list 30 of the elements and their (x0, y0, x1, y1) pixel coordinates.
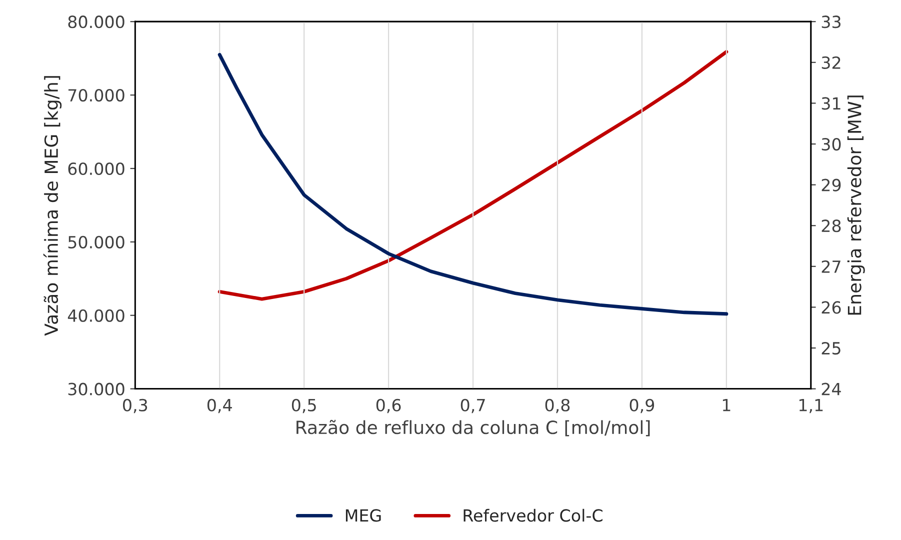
y2-tick-label: 25 (822, 342, 840, 355)
x-tick-label: 0,5 (292, 398, 316, 414)
x-tick-label: 0,9 (630, 398, 654, 414)
y2-tick-label: 29 (822, 178, 841, 192)
legend-label: MEG (346, 509, 381, 522)
y2-tick-label: 27 (822, 260, 840, 273)
y-axis-title: Vazão mínima de MEG [kg/h] (43, 76, 62, 336)
x-tick-label: 0,6 (376, 398, 401, 414)
x-tick-label: 1,1 (799, 399, 823, 414)
y-tick-label: 70.000 (68, 89, 124, 102)
y2-tick-label: 31 (822, 97, 840, 110)
legend-label: Refervedor Col-C (464, 508, 602, 522)
y-tick-label: 50.000 (68, 236, 124, 248)
x-tick-label: 0,7 (460, 398, 485, 414)
y2-tick-label: 24 (822, 382, 841, 396)
y-tick-label: 40.000 (68, 309, 124, 322)
y2-tick-label: 26 (822, 301, 841, 314)
y2-tick-label: 28 (822, 220, 841, 232)
x-tick-label: 0,4 (207, 398, 232, 414)
y2-axis-title: Energia refervedor [MW] (847, 96, 865, 315)
y-tick-label: 30.000 (68, 382, 124, 396)
x-tick-label: 0,8 (545, 398, 570, 414)
y-tick-label: 80.000 (68, 16, 124, 28)
y2-tick-label: 33 (822, 16, 840, 28)
y-tick-label: 60.000 (68, 162, 124, 176)
x-tick-label: 1 (722, 399, 730, 412)
x-tick-label: 0,3 (122, 398, 148, 414)
x-axis-title: Razão de refluxo da coluna C [mol/mol] (296, 420, 650, 436)
y2-tick-label: 32 (822, 56, 840, 69)
y2-tick-label: 30 (822, 138, 841, 151)
